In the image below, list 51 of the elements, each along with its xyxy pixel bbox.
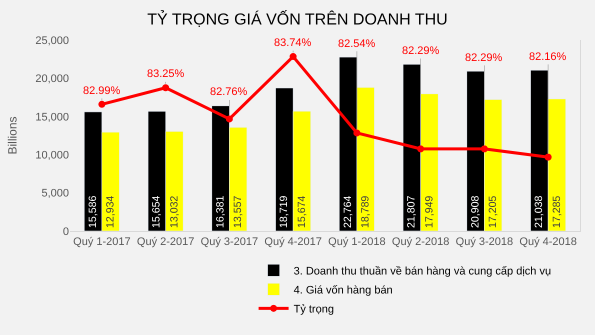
point xyxy=(98,100,106,108)
x-tick-label: Quý 1-2018 xyxy=(328,236,386,248)
y-tick-label: 5,000 xyxy=(41,188,69,200)
y-tick-label: 15,000 xyxy=(35,111,69,124)
data-label: 82.76% xyxy=(210,86,248,98)
point xyxy=(162,84,170,92)
x-tick-label: Quý 4-2018 xyxy=(519,236,577,248)
point xyxy=(544,154,552,161)
legend-label: 3. Doanh thu thuần về bán hàng và cung cấp dịch vụ xyxy=(294,266,552,278)
data-label: 18,789 xyxy=(360,196,372,228)
data-label: 82.29% xyxy=(465,52,503,64)
y-axis-title: Billions xyxy=(6,116,20,155)
data-label: 20,908 xyxy=(469,196,482,228)
point xyxy=(353,129,360,136)
x-tick-label: Quý 3-2017 xyxy=(200,236,258,248)
data-label: 17,285 xyxy=(550,196,563,228)
data-label: 82.99% xyxy=(83,85,121,97)
point xyxy=(417,145,424,152)
x-tick-label: Quý 2-2018 xyxy=(392,236,450,248)
data-label: 16,381 xyxy=(214,196,226,228)
legend-label: 4. Giá vốn hàng bán xyxy=(294,284,393,297)
data-label: 83.74% xyxy=(274,37,312,49)
y-tick-label: 25,000 xyxy=(35,34,69,47)
data-label: 15,674 xyxy=(296,196,308,228)
data-label: 15,586 xyxy=(86,196,99,228)
data-label: 82.16% xyxy=(529,51,567,63)
x-tick-label: Quý 1-2017 xyxy=(73,236,131,248)
data-label: 21,807 xyxy=(406,196,418,228)
data-label: 13,557 xyxy=(232,196,244,228)
y-tick-label: 20,000 xyxy=(35,73,69,86)
point xyxy=(290,53,297,60)
x-tick-label: Quý 4-2017 xyxy=(264,236,322,248)
data-label: 22,764 xyxy=(342,196,354,228)
data-label: 83.25% xyxy=(147,68,185,80)
legend-label: Tỷ trọng xyxy=(294,304,334,316)
x-tick-label: Quý 2-2017 xyxy=(136,236,194,248)
data-label: 12,934 xyxy=(104,196,117,228)
data-label: 18,719 xyxy=(278,196,290,228)
data-label: 82.54% xyxy=(338,38,376,50)
chart-title: TỶ TRỌNG GIÁ VỐN TRÊN DOANH THU xyxy=(147,10,448,29)
data-label: 21,038 xyxy=(533,196,546,228)
point xyxy=(226,115,233,122)
data-label: 15,654 xyxy=(150,196,163,228)
y-tick-label: 0 xyxy=(62,226,69,238)
data-label: 17,949 xyxy=(423,196,436,228)
data-label: 82.29% xyxy=(402,45,440,57)
y-tick-label: 10,000 xyxy=(35,149,69,162)
data-label: 17,205 xyxy=(487,196,500,228)
data-label: 13,032 xyxy=(168,196,180,228)
point xyxy=(480,145,488,152)
x-tick-label: Quý 3-2018 xyxy=(456,236,514,248)
